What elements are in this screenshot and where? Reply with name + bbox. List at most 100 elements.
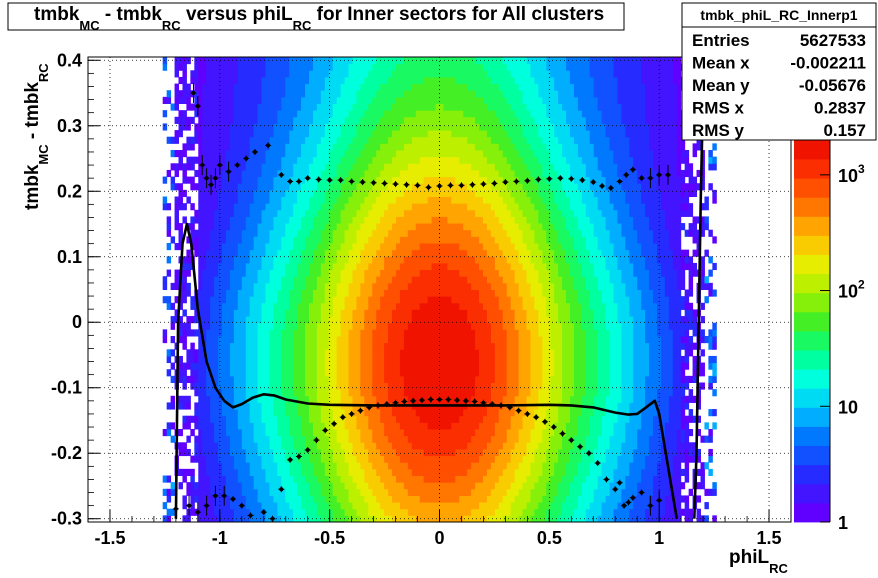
heatmap-cell [411,296,417,304]
heatmap-cell [396,429,401,437]
heatmap-cell [431,116,437,124]
heatmap-cell [415,475,421,483]
heatmap-cell [249,96,255,104]
heatmap-cell [289,495,294,503]
heatmap-cell [277,402,282,410]
heatmap-cell [364,143,369,151]
heatmap-cell [257,349,263,357]
heatmap-cell [344,296,350,304]
heatmap-cell [415,462,421,470]
heatmap-cell [344,375,350,383]
heatmap-cell [297,76,302,85]
heatmap-cell [384,515,389,523]
heatmap-cell [261,256,266,264]
heatmap-cell [229,70,235,78]
heatmap-cell [340,488,346,496]
heatmap-cell [218,189,223,197]
heatmap-cell [320,429,326,437]
heatmap-cell [297,143,302,151]
heatmap-cell [229,369,235,377]
heatmap-cell [407,110,413,118]
heatmap-cell [277,515,282,523]
heatmap-cell [459,243,464,251]
heatmap-cell [253,163,259,171]
heatmap-cell [214,422,219,430]
heatmap-cell [368,209,373,217]
heatmap-cell [388,223,393,231]
heatmap-cell [257,57,263,65]
heatmap-cell [455,276,460,284]
heatmap-cell [376,336,381,344]
heatmap-cell [261,136,266,144]
heatmap-cell [320,468,326,476]
heatmap-cell [297,375,302,383]
heatmap-cell [324,455,330,463]
heatmap-cell [352,415,357,423]
heatmap-cell [293,409,298,417]
heatmap-cell [301,96,306,104]
heatmap-cell [190,302,195,310]
heatmap-cell [182,116,187,124]
heatmap-cell [237,389,243,397]
heatmap-cell [198,415,203,423]
heatmap-cell [332,282,338,290]
heatmap-cell [348,96,353,104]
heatmap-cell [301,216,306,224]
heatmap-cell [281,296,286,304]
heatmap-cell [257,209,263,217]
heatmap-cell [399,130,405,138]
heatmap-cell [269,462,274,470]
heatmap-cell [411,342,417,350]
heatmap-cell [380,130,385,138]
heatmap-cell [348,508,353,516]
heatmap-cell [237,488,243,496]
heatmap-cell [403,488,409,496]
heatmap-cell [459,136,464,144]
heatmap-cell [396,395,401,403]
heatmap-cell [380,76,385,85]
heatmap-cell [218,296,223,304]
heatmap-cell [348,289,353,297]
heatmap-cell [218,442,223,450]
heatmap-cell [431,382,437,390]
heatmap-cell [316,316,322,324]
heatmap-cell [431,422,437,430]
heatmap-cell [419,176,425,184]
heatmap-cell [399,90,405,98]
heatmap-cell [273,336,278,344]
heatmap-cell [392,83,397,91]
heatmap-cell [384,203,389,211]
heatmap-cell [320,123,326,131]
heatmap-cell [174,243,180,251]
heatmap-cell [277,223,282,231]
heatmap-cell [340,256,346,264]
heatmap-cell [356,76,361,85]
heatmap-cell [451,422,456,430]
heatmap-cell [190,475,195,483]
heatmap-cell [210,110,215,118]
heatmap-cell [423,375,429,383]
heatmap-cell [411,76,417,85]
heatmap-cell [237,302,243,310]
heatmap-cell [198,502,203,510]
heatmap-cell [166,136,172,144]
heatmap-cell [261,442,266,450]
heatmap-cell [253,256,259,264]
heatmap-cell [265,276,270,284]
heatmap-cell [289,462,294,470]
heatmap-cell [293,196,298,204]
heatmap-cell [419,296,425,304]
heatmap-cell [360,150,365,158]
heatmap-cell [340,236,346,244]
heatmap-cell [233,123,239,131]
heatmap-cell [344,355,350,364]
heatmap-cell [423,316,429,324]
heatmap-cell [332,502,338,510]
heatmap-cell [312,329,318,337]
heatmap-cell [293,223,298,231]
heatmap-cell [455,336,460,344]
heatmap-cell [253,103,259,111]
heatmap-cell [411,475,417,483]
heatmap-cell [301,329,306,337]
heatmap-cell [198,362,203,370]
